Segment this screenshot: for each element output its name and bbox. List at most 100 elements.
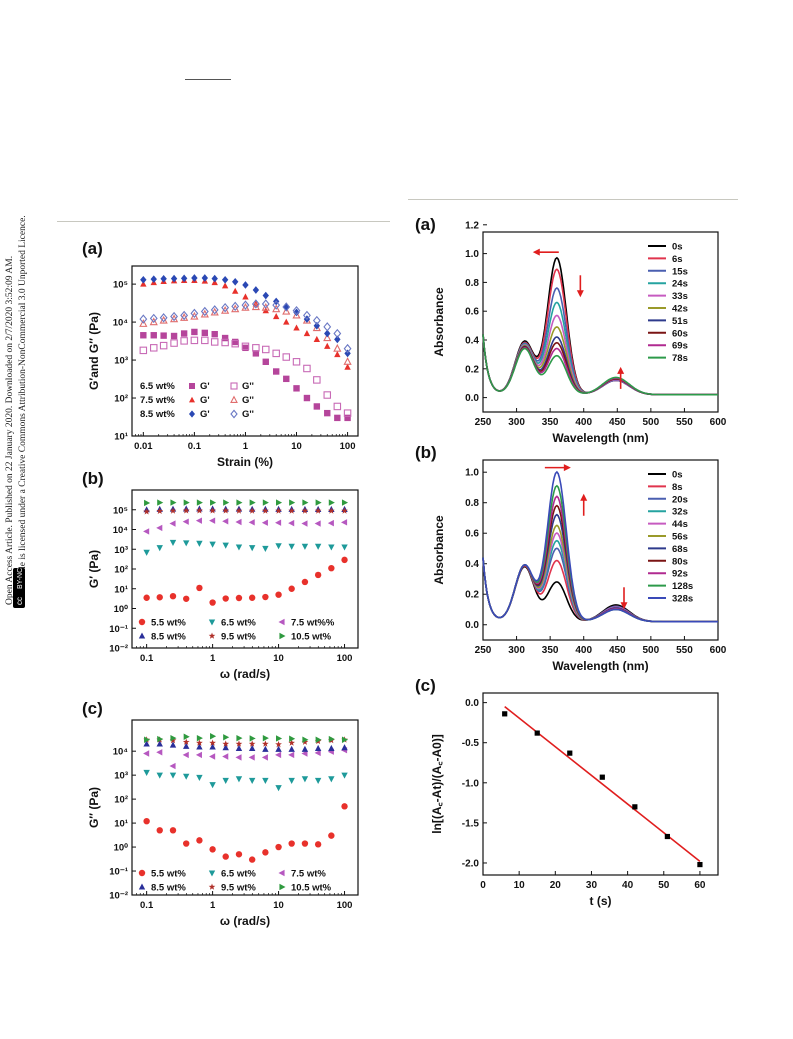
data-point [232, 277, 239, 286]
data-point [314, 571, 322, 579]
data-point [242, 344, 249, 352]
x-tick-label: 30 [586, 880, 598, 891]
data-point [252, 286, 260, 294]
data-point [288, 739, 295, 746]
arrow-head [620, 602, 628, 610]
legend-label: 6.5 wt% [221, 869, 256, 880]
data-point [341, 544, 348, 551]
data-point [183, 595, 190, 602]
license-line-2: This article is licensed under a Creativ… [18, 215, 28, 605]
data-point [201, 336, 209, 345]
data-point [196, 507, 203, 514]
data-point [275, 507, 282, 514]
data-point [314, 777, 322, 784]
legend-marker [279, 883, 286, 891]
data-point [242, 281, 249, 289]
data-point [275, 741, 282, 748]
data-point [664, 833, 670, 840]
data-point [191, 328, 198, 336]
x-tick-label: 300 [508, 645, 525, 656]
data-point [324, 342, 331, 349]
data-point [169, 507, 177, 514]
data-point [196, 540, 203, 547]
data-point [334, 414, 341, 422]
data-point [156, 772, 163, 779]
data-point [143, 750, 150, 757]
data-point [139, 346, 148, 355]
legend-label: 60s [672, 328, 688, 339]
data-point [183, 840, 190, 847]
data-point [235, 851, 243, 858]
data-point [313, 376, 321, 384]
spectrum-line [482, 334, 718, 396]
data-point [313, 321, 321, 330]
legend-label: 6s [672, 254, 683, 265]
x-tick-label: 100 [337, 653, 353, 664]
data-point [180, 337, 188, 345]
y-tick-label: 0.4 [465, 336, 479, 347]
legend-label: 5.5 wt% [151, 618, 186, 629]
data-point [251, 299, 260, 309]
legend-label: G' [200, 409, 210, 420]
data-point [301, 520, 308, 527]
series-10-5-wt- [144, 499, 349, 507]
data-point [182, 507, 190, 514]
x-tick-label: 350 [542, 645, 559, 656]
y-tick-label: 10⁻² [109, 644, 128, 655]
data-point [196, 774, 203, 781]
data-point [150, 344, 158, 352]
legend-group-label: 6.5 wt% [140, 381, 175, 392]
data-point [223, 734, 230, 741]
data-point [283, 375, 290, 383]
legend-marker [138, 618, 146, 626]
legend-label: 51s [672, 316, 688, 327]
data-point [303, 310, 311, 321]
data-point [222, 595, 229, 602]
data-point [209, 743, 216, 750]
x-tick-label: 10 [514, 880, 526, 891]
series-g- [140, 276, 351, 370]
data-point [231, 339, 239, 348]
legend-label: 44s [672, 519, 688, 530]
data-point [169, 736, 177, 744]
data-point [262, 345, 270, 354]
data-point [283, 303, 290, 311]
data-point [140, 275, 147, 284]
data-point [275, 843, 282, 851]
legend-marker [138, 883, 146, 890]
data-point [190, 308, 199, 319]
data-point [182, 518, 189, 525]
data-point [599, 774, 605, 780]
data-point [314, 520, 321, 527]
data-point [156, 740, 163, 747]
data-point [301, 745, 309, 752]
legend-label: 8s [672, 482, 683, 493]
x-tick-label: 10 [273, 653, 284, 664]
data-point [292, 305, 301, 316]
arrow-right-icon [544, 464, 571, 472]
legend-label: 56s [672, 532, 688, 543]
x-tick-label: 60 [694, 880, 706, 891]
x-tick-label: 600 [710, 417, 727, 428]
panel-label: (a) [415, 215, 436, 234]
series-10-5-wt- [144, 733, 349, 743]
legend-group-label: 8.5 wt% [140, 409, 175, 420]
y-tick-label: 10⁻¹ [109, 624, 128, 635]
legend-marker [138, 632, 146, 639]
data-point [632, 804, 638, 810]
legend-label: 8.5 wt% [151, 632, 186, 643]
x-tick-label: 300 [508, 417, 525, 428]
data-point [323, 333, 332, 342]
y-tick-label: 0.0 [465, 393, 479, 404]
legend-label: 7.5 wt%% [291, 618, 335, 629]
legend-label: 92s [672, 569, 688, 580]
data-point [344, 363, 351, 370]
y-tick-label: 10⁴ [113, 318, 129, 329]
data-point [344, 349, 351, 358]
x-axis-label: t (s) [590, 894, 612, 908]
data-point [248, 754, 255, 761]
legend-group-label: 7.5 wt% [140, 395, 175, 406]
data-point [248, 740, 256, 747]
cc-badge[interactable]: cc BY-NC [13, 568, 25, 608]
data-point [275, 519, 282, 526]
